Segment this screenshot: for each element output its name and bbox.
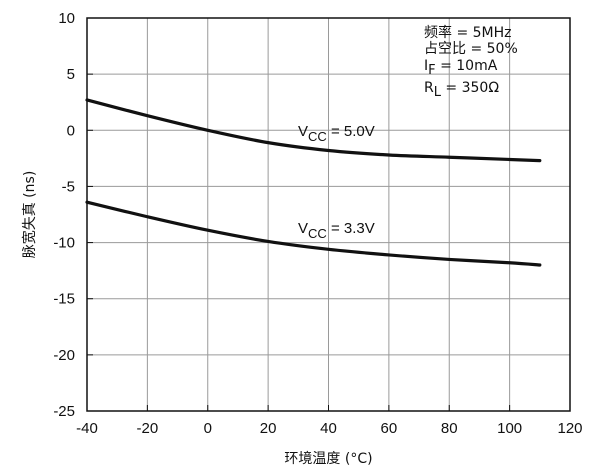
tick-marks: [86, 17, 571, 412]
y-tick-label: 0: [67, 122, 75, 139]
x-tick-label: 120: [557, 420, 582, 437]
series-labels: VCC = 5.0V VCC = 3.3V: [298, 123, 375, 241]
x-tick-label: -20: [137, 420, 159, 437]
frequency-annotation: 频率 = 5MHz: [424, 24, 512, 41]
x-tick-label: 20: [260, 420, 277, 437]
x-tick-label: 60: [381, 420, 398, 437]
series-label: VCC = 5.0V: [298, 123, 375, 144]
series-lines: [85, 98, 542, 267]
series-line-vcc-3v3: [85, 200, 542, 267]
grid: [87, 18, 570, 411]
y-axis-title: 脉宽失真 (ns): [21, 171, 38, 259]
if-annotation: IF = 10mA: [424, 58, 498, 78]
rl-annotation: RL = 350Ω: [424, 80, 499, 100]
y-tick-label: -25: [53, 403, 75, 420]
y-tick-label: -20: [53, 347, 75, 364]
y-tick-labels: 10 5 0 -5 -10 -15 -20 -25: [53, 10, 75, 420]
x-tick-label: 40: [320, 420, 337, 437]
y-tick-label: -15: [53, 291, 75, 308]
series-label: VCC = 3.3V: [298, 220, 375, 241]
x-axis-title: 环境温度 (°C): [284, 451, 372, 467]
y-tick-label: -5: [62, 178, 75, 195]
x-tick-label: 80: [441, 420, 458, 437]
y-tick-label: 5: [67, 66, 75, 83]
y-tick-label: 10: [58, 10, 75, 27]
y-tick-label: -10: [53, 235, 75, 252]
duty-cycle-annotation: 占空比 = 50%: [424, 41, 518, 57]
test-conditions: 频率 = 5MHz 占空比 = 50% IF = 10mA RL = 350Ω: [424, 24, 518, 100]
x-tick-label: -40: [76, 420, 98, 437]
x-tick-label: 100: [497, 420, 522, 437]
x-tick-label: 0: [204, 420, 212, 437]
x-tick-labels: -40 -20 0 20 40 60 80 100 120: [76, 420, 582, 437]
series-line-vcc-5v: [85, 98, 542, 163]
